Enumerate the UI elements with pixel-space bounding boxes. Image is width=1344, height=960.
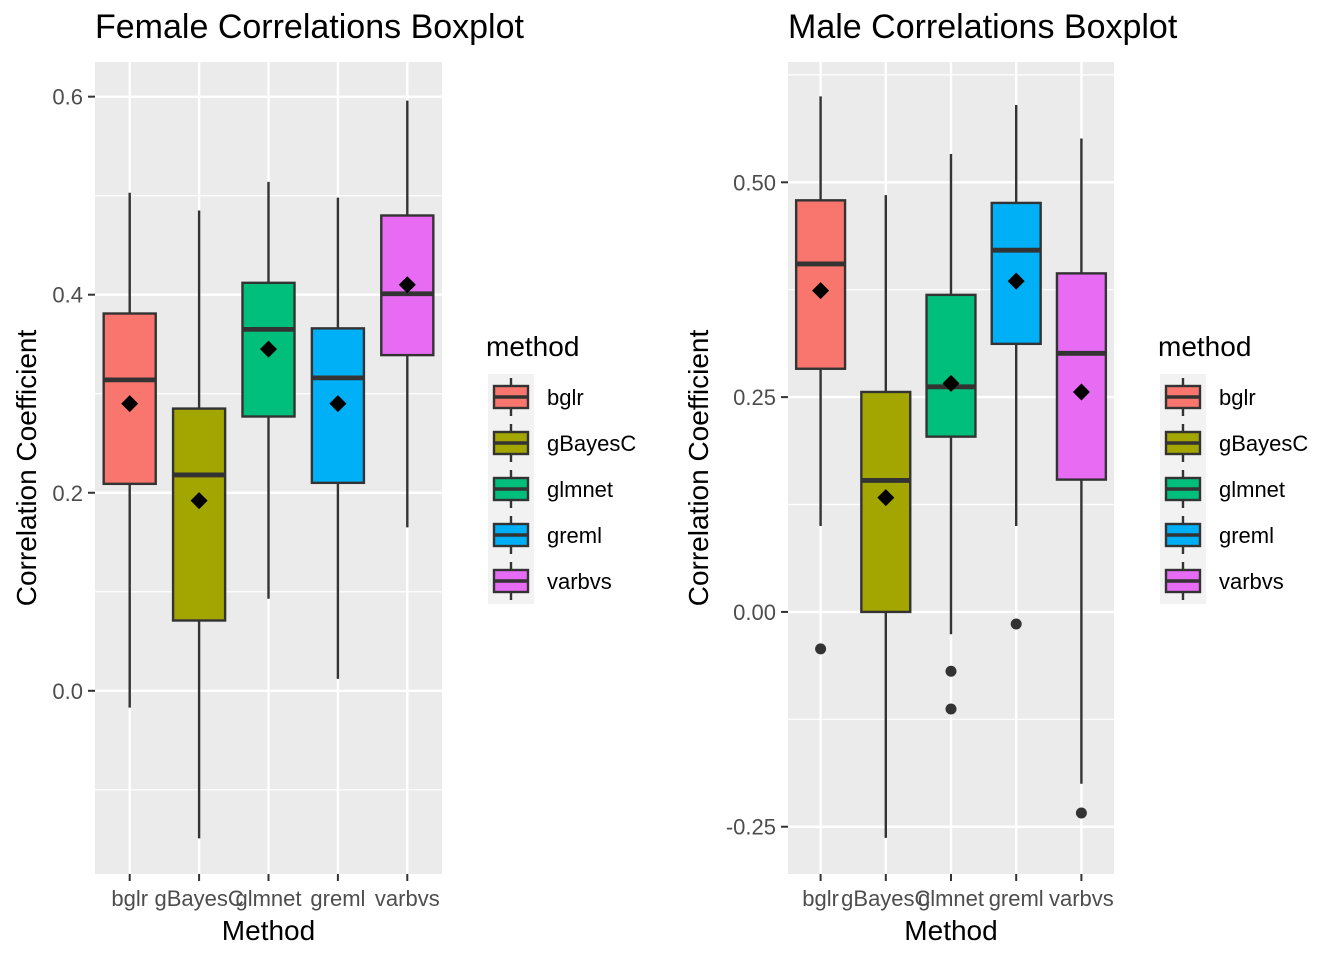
legend-item-greml: greml [1164,516,1274,554]
x-tick-label: varbvs [375,886,440,911]
box-bglr [794,96,847,655]
x-tick-label: bglr [111,886,148,911]
legend-item-glmnet: glmnet [492,470,613,508]
x-tick-label: glmnet [918,886,984,911]
outlier-point [945,665,957,677]
legend-label: gBayesC [1219,431,1308,456]
x-tick-label: greml [989,886,1044,911]
box-varbvs [380,100,435,528]
legend: method bglr gBayesC glmnet greml varbvs [1158,331,1308,604]
legend-label: glmnet [1219,477,1285,502]
y-tick-label: 0.00 [733,600,776,625]
y-tick-label: 0.25 [733,385,776,410]
mean-point [398,276,416,294]
mean-point [190,492,208,510]
box-iqr [1055,272,1108,481]
x-tick-label: glmnet [235,886,301,911]
outlier-point [1010,618,1022,630]
box-varbvs [1055,138,1108,819]
y-tick-label: 0.50 [733,170,776,195]
legend-item-bglr: bglr [492,378,584,416]
legend-label: greml [547,523,602,548]
mean-point [1072,383,1090,401]
box-iqr [925,293,977,438]
box-greml [310,197,366,679]
box-gBayesC [171,210,227,839]
y-axis-title: Correlation Coefficient [11,330,42,607]
x-tick-label: gBayesC [841,886,930,911]
legend-item-varbvs: varbvs [492,562,612,600]
mean-point [942,374,960,392]
box-glmnet [241,181,296,599]
legend-label: bglr [1219,385,1256,410]
chart-title: Female Correlations Boxplot [95,8,525,46]
mean-point [812,282,830,300]
chart-title: Male Correlations Boxplot [788,8,1178,46]
box-glmnet [925,153,977,715]
box-greml [990,104,1042,630]
legend-title: method [1158,331,1251,362]
box-gBayesC [860,195,912,838]
legend-item-varbvs: varbvs [1164,562,1284,600]
box-iqr [990,201,1042,346]
y-tick-label: 0.2 [52,481,83,506]
mean-point [1007,272,1025,290]
legend: method bglr gBayesC glmnet greml varbvs [486,331,636,604]
legend-title: method [486,331,579,362]
legend-label: gBayesC [547,431,636,456]
x-tick-label: bglr [802,886,839,911]
x-axis-title: Method [222,915,315,946]
legend-label: varbvs [547,569,612,594]
legend-label: glmnet [547,477,613,502]
legend-item-gBayesC: gBayesC [1164,424,1308,462]
legend-label: bglr [547,385,584,410]
outlier-point [945,703,957,715]
mean-point [877,489,895,507]
box-iqr [171,407,227,622]
x-tick-label: varbvs [1049,886,1114,911]
y-tick-label: -0.25 [726,815,776,840]
outlier-point [1075,807,1087,819]
x-tick-label: greml [310,886,365,911]
y-tick-label: 0.0 [52,679,83,704]
legend-label: varbvs [1219,569,1284,594]
box-bglr [102,192,157,708]
y-axis-title: Correlation Coefficient [683,330,714,607]
legend-item-gBayesC: gBayesC [492,424,636,462]
mean-point [260,340,277,358]
legend-item-glmnet: glmnet [1164,470,1285,508]
y-tick-label: 0.4 [52,283,83,308]
x-tick-label: gBayesC [154,886,243,911]
legend-item-greml: greml [492,516,602,554]
legend-item-bglr: bglr [1164,378,1256,416]
y-tick-label: 0.6 [52,85,83,110]
outlier-point [815,643,827,655]
mean-point [121,395,139,413]
mean-point [329,395,347,413]
x-axis-title: Method [904,915,997,946]
legend-label: greml [1219,523,1274,548]
